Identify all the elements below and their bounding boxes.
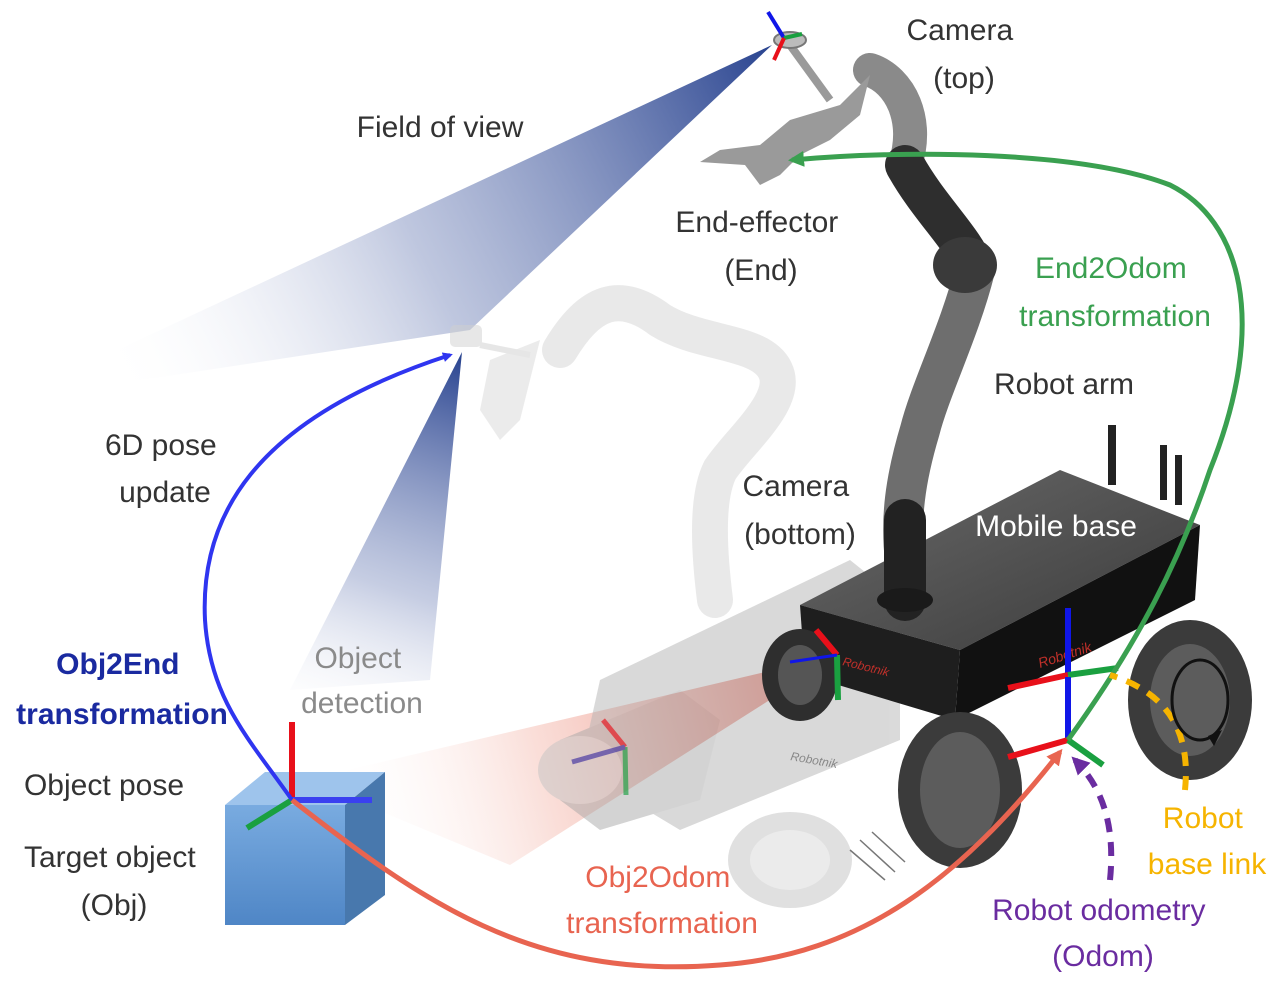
top-camera-fov-cone [10,45,772,400]
end2odom-label: End2Odom transformation [1019,252,1211,333]
ghost-camera-frame [571,718,629,796]
base-link-dashed-arrow [1109,672,1189,791]
base-side-panel [800,605,960,720]
odometry-dashed-arrow [1071,756,1115,881]
bottom-camera-fov-cone [290,352,462,690]
field-of-view-label: Field of view [357,111,524,144]
camera-top-frame [766,10,803,61]
object-pose-label: Object pose [24,769,184,802]
odometry-frame [1007,677,1105,768]
target-object-cube [225,772,385,925]
floor-hatch-marks [849,831,906,881]
robot-base-link-label: Robot base link [1148,802,1267,881]
object-detection-label: Object detection [301,642,423,720]
ghost-wheel [728,812,852,908]
arm-joint-elbow [933,237,997,293]
antennas [1108,425,1182,505]
camera-bottom-frame [789,628,841,701]
ghost-robot-arm [542,285,796,618]
base-front-panel [955,525,1200,720]
mecanum-wheel-front-right [1128,620,1252,780]
object-pose-frame [245,722,372,831]
robot-odometry-label: Robot odometry (Odom) [992,894,1214,973]
end2odom-arrow [788,150,1245,742]
obj2odom-label: Obj2Odom transformation [566,861,758,940]
end-effector-label: End-effector (End) [675,206,846,287]
robot-arm-label: Robot arm [994,368,1134,401]
camera-bottom-label: Camera (bottom) [742,470,857,551]
camera-top-label: Camera (top) [906,14,1021,95]
pose-update-label: 6D pose update [105,429,225,509]
mobile-base-label: Mobile base [975,510,1137,543]
base-link-frame [1007,608,1119,691]
robot-arm [700,31,997,621]
obj2end-label: Obj2End transformation [16,648,228,731]
cube-side-face [345,772,385,925]
obj2odom-arrow [290,748,1063,970]
cube-front-face [225,805,345,925]
mecanum-wheel-front-left [898,712,1022,868]
top-camera-mount [786,42,834,103]
target-object-label: Target object (Obj) [24,841,204,922]
cube-top-face [225,772,385,805]
end-effector-gripper [700,75,870,185]
rotation-arrow-icon [1170,658,1230,746]
obj2end-arrow [202,352,453,802]
ghost-camera [450,325,482,347]
